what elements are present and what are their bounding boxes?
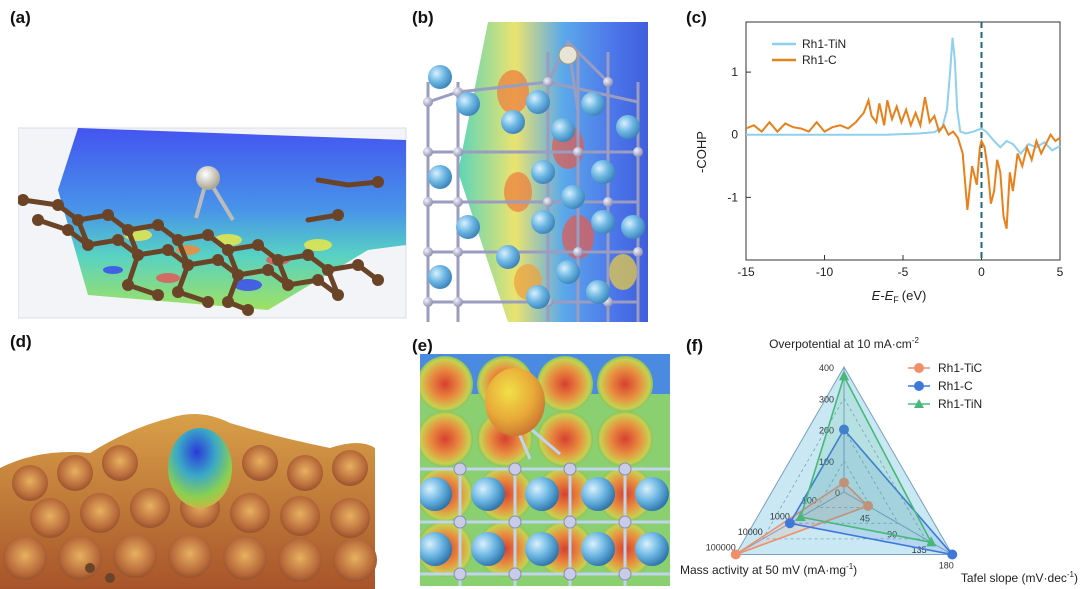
radar-axis-tick-label: 1000 <box>770 511 790 521</box>
cohp-y-axis-label: -COHP <box>694 131 709 173</box>
radar-axis-title-sup: -1 <box>1067 570 1075 579</box>
radar-series-marker-2 <box>926 536 937 547</box>
radar-series-marker-2 <box>795 511 806 522</box>
cohp-plot-frame <box>745 21 1061 261</box>
radar-axis-title-end: ) <box>1074 571 1078 585</box>
radar-axis-title-text: Overpotential at 10 mA·cm <box>769 337 912 351</box>
panel-label-f: (f) <box>686 336 703 355</box>
cohp-y-tick-label: 0 <box>731 128 738 142</box>
radar-series-marker-0 <box>863 500 874 511</box>
radar-axis-title-sup: -1 <box>846 562 854 571</box>
radar-axis-title-2: Mass activity at 50 mV (mA·mg-1) <box>680 562 857 577</box>
cohp-x-label-unit: (eV) <box>902 288 927 303</box>
radar-axis-title-1: Tafel slope (mV·dec-1) <box>961 570 1078 585</box>
panel-e-surface-image <box>420 354 670 586</box>
radar-series-marker-2 <box>839 370 849 381</box>
radar-series-marker-1 <box>839 424 849 435</box>
cohp-legend-label-1: Rh1-C <box>802 53 837 67</box>
panel-d-surface-image <box>0 414 377 589</box>
radar-series-marker-0 <box>730 549 741 560</box>
radar-axis-title-sup: -2 <box>912 336 920 345</box>
radar-legend-marker-2 <box>914 399 924 408</box>
cohp-x-tick-label: 5 <box>1057 265 1064 279</box>
radar-series-polygon-2 <box>799 374 933 544</box>
cohp-x-tick-label: -5 <box>898 265 909 279</box>
cohp-x-tick-label: -10 <box>816 265 834 279</box>
cohp-series-line-1 <box>745 96 1061 229</box>
cohp-series-line-0 <box>746 37 1061 156</box>
panel-label-d: (d) <box>10 332 32 351</box>
cohp-legend-label-0: Rh1-TiN <box>802 37 846 51</box>
radar-center-tick: 0 <box>835 488 840 498</box>
radar-axis-tick-label: 10000 <box>738 527 763 537</box>
performance-radar-chart: 1002003004004590135180100100010000100000… <box>680 336 1078 585</box>
radar-axis-title-0: Overpotential at 10 mA·cm-2 <box>769 336 919 351</box>
panel-label-e: (e) <box>412 336 433 355</box>
radar-legend-label-1: Rh1-C <box>938 379 973 393</box>
radar-axis-title-text: Tafel slope (mV·dec <box>961 571 1067 585</box>
radar-series-marker-1 <box>947 549 958 560</box>
radar-axis-tick-label: 100000 <box>706 543 736 553</box>
radar-axis-tick-label: 100 <box>802 496 817 506</box>
panel-a-structure-image <box>18 127 407 319</box>
panel-b-structure-image <box>423 22 648 322</box>
panel-label-b: (b) <box>412 8 434 27</box>
radar-axis-tick-label: 300 <box>819 394 834 404</box>
radar-axis-tick-label: 45 <box>860 514 870 524</box>
cohp-x-label-sub: F <box>893 295 899 305</box>
panel-label-a: (a) <box>10 8 31 27</box>
cohp-x-tick-label: 0 <box>978 265 985 279</box>
radar-axis-title-text: Mass activity at 50 mV (mA·mg <box>680 563 846 577</box>
radar-axis-tick-label: 180 <box>939 561 954 571</box>
radar-axis-title-end: ) <box>853 563 857 577</box>
cohp-y-tick-label: -1 <box>727 190 738 204</box>
cohp-line-chart: -COHP E-EF (eV) -15 -10 -5 0 510-1Rh1-TiNRh1-… <box>694 21 1064 305</box>
radar-legend-marker-0 <box>914 363 924 373</box>
radar-series-marker-0 <box>839 477 849 488</box>
radar-legend-marker-1 <box>914 381 924 391</box>
radar-axis-tick-label: 135 <box>912 545 927 555</box>
cohp-x-label-main: E-E <box>872 288 894 303</box>
radar-legend-label-0: Rh1-TiC <box>938 361 983 375</box>
cohp-y-tick-label: 1 <box>731 65 738 79</box>
cohp-x-tick-label: -15 <box>737 265 755 279</box>
cohp-x-axis-label: E-EF (eV) <box>872 288 927 305</box>
radar-series-marker-1 <box>784 518 795 529</box>
radar-axis-tick-label: 100 <box>819 457 834 467</box>
radar-legend-label-2: Rh1-TiN <box>938 397 982 411</box>
panel-label-c: (c) <box>686 8 707 27</box>
radar-axis-tick-label: 400 <box>819 363 834 373</box>
